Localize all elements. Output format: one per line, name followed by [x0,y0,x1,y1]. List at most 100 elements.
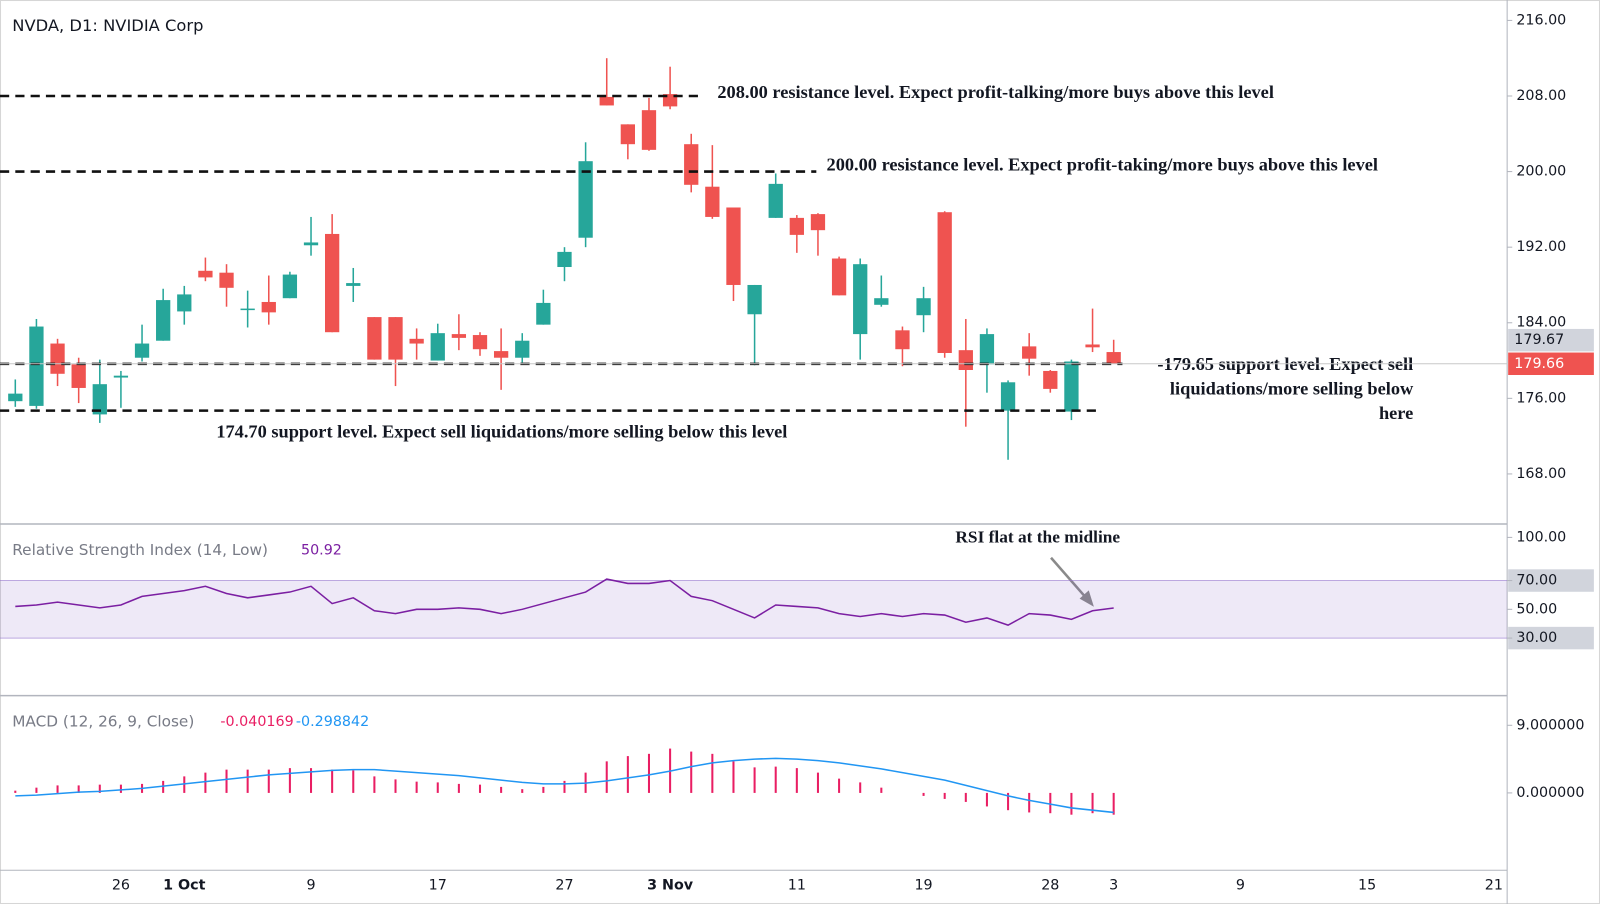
chart-title: NVDA, D1: NVIDIA Corp [12,16,203,35]
candle-body [789,217,804,235]
candle-body [599,96,614,106]
candle-body [219,272,234,288]
candle-body [916,298,931,316]
x-tick-label: 3 [1109,878,1118,894]
x-tick-label: 11 [788,878,806,894]
rsi-current: 50.92 [301,543,342,559]
candle-body [71,364,86,388]
candle-body [620,124,635,145]
candle-body [853,264,868,335]
x-tick-label: 27 [555,878,573,894]
candle-body [705,186,720,217]
x-tick-label: 9 [306,878,315,894]
y-tick-label: 50.00 [1516,601,1557,617]
candle-body [92,384,107,415]
macd-line [15,757,1114,814]
x-tick-label: 15 [1358,878,1376,894]
candle-body [1064,361,1079,412]
x-tick-label: 9 [1236,878,1245,894]
candle-body [325,233,340,333]
candle-body [367,317,382,360]
candle-body [810,214,826,231]
candle-body [282,274,298,299]
candle-body [1106,352,1121,364]
y-tick-label: 100.00 [1516,529,1566,545]
x-tick-label: 1 Oct [163,878,205,894]
candle-body [472,335,488,350]
candle-body [895,330,910,350]
candle-body [958,350,973,371]
macd-line-current: -0.298842 [296,714,369,730]
candle-body [409,338,424,344]
candle-body [50,343,65,374]
price-label: 179.67 [1514,332,1564,348]
rsi-line [15,578,1114,626]
candle-body [1022,346,1037,359]
candle-body [831,258,847,296]
candle-body [430,333,445,361]
candle-body [493,351,509,358]
candle-body [240,308,255,311]
y-tick-label: 30.00 [1516,630,1557,646]
x-tick-label: 21 [1485,878,1503,894]
candle-body [641,110,657,150]
price-label: 179.66 [1514,356,1564,372]
y-tick-label: 192.00 [1516,239,1566,255]
candle-body [536,302,551,325]
candle-body [451,334,467,338]
y-tick-box [1508,569,1594,592]
candle-body [261,301,276,313]
y-tick-label: 208.00 [1516,88,1566,104]
candle-body [1043,370,1058,389]
candle-body [515,340,530,358]
x-tick-label: 28 [1041,878,1059,894]
y-tick-label: 70.00 [1516,573,1557,589]
candle-body [177,294,192,312]
level-annotation: 174.70 support level. Expect sell liquid… [216,421,787,441]
level-annotation: 208.00 resistance level. Expect profit-t… [717,82,1274,102]
candle-body [113,375,129,378]
x-tick-label: 3 Nov [647,878,694,894]
candle-body [726,207,741,285]
macd-title: MACD (12, 26, 9, Close) [12,713,194,731]
x-tick-label: 17 [429,878,447,894]
candle-body [198,270,213,278]
candle-body [156,300,171,341]
price-label-box [1508,352,1594,376]
candle-body [1000,382,1016,411]
macd-histogram-current: -0.040169 [220,714,293,730]
level-annotation: 200.00 resistance level. Expect profit-t… [827,155,1378,175]
y-tick-label: 184.00 [1516,315,1566,331]
candle-body [768,183,783,218]
level-annotation: liquidations/more selling below [1170,378,1414,398]
x-tick-label: 26 [112,878,130,894]
candle-body [1085,344,1100,348]
candle-body [557,251,572,268]
candle-body [747,284,762,315]
candle-body [303,242,319,246]
y-tick-box [1508,626,1594,650]
annotation-arrow [1050,556,1088,600]
y-tick-label: 200.00 [1516,164,1566,180]
y-tick-label: 216.00 [1516,12,1566,28]
candle-body [29,326,44,406]
candle-body [937,212,952,353]
candle-body [8,393,23,402]
price-label-box [1508,328,1594,352]
candle-body [346,283,361,286]
candle-body [388,317,403,360]
y-tick-label: 176.00 [1516,390,1566,406]
arrow-head [1079,590,1094,607]
y-tick-label: 168.00 [1516,466,1566,482]
rsi-title: Relative Strength Index (14, Low) [12,541,268,559]
x-tick-label: 19 [914,878,932,894]
y-tick-label: 9.000000 [1516,717,1584,733]
candle-body [134,343,150,358]
candle-body [874,298,889,305]
rsi-annotation: RSI flat at the midline [955,527,1120,546]
candle-body [979,334,995,365]
level-annotation: here [1379,403,1413,423]
rsi-band [0,580,1508,639]
